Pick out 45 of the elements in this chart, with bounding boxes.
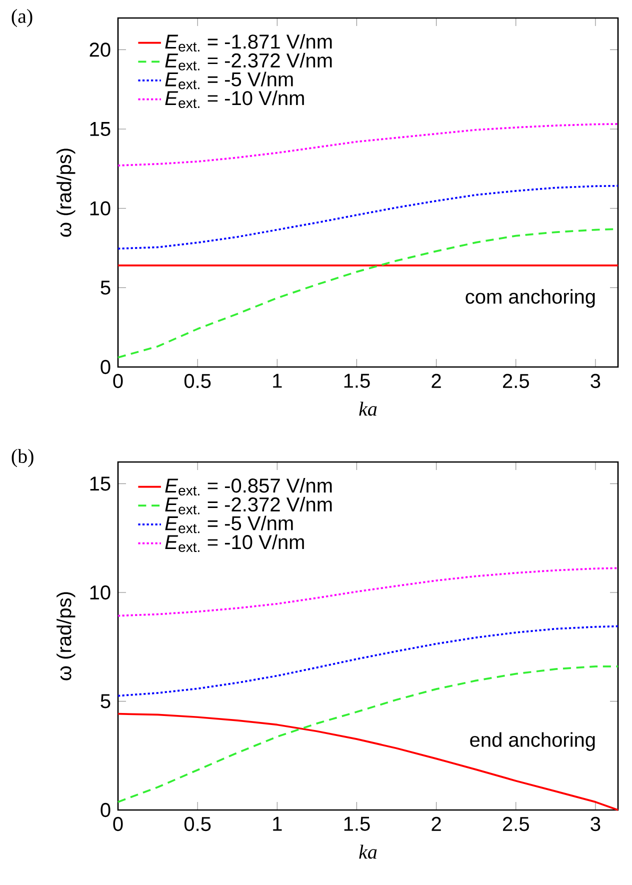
x-axis-title: ka xyxy=(359,402,377,416)
y-tick-label: 20 xyxy=(90,42,110,57)
x-tick-label: 2 xyxy=(432,816,441,831)
x-tick-label: 0.5 xyxy=(184,816,211,832)
x-tick-label: 3 xyxy=(590,374,600,388)
x-tick-label: 1.5 xyxy=(344,374,370,388)
x-tick-label: 0.5 xyxy=(184,374,211,388)
x-tick-label: 2.5 xyxy=(502,816,529,832)
line-series xyxy=(117,184,619,250)
y-axis-title: ω (rad/ps) xyxy=(56,148,76,237)
line-series xyxy=(117,625,619,697)
x-tick-label: 0 xyxy=(113,816,123,832)
x-tick-label: 3 xyxy=(590,816,600,832)
x-tick-label: 1.5 xyxy=(344,816,370,831)
x-axis-title: ka xyxy=(359,844,377,859)
y-tick-label: 10 xyxy=(90,585,110,600)
legend-label: E$_{ext.}$ = -2.372 V/nm xyxy=(165,496,332,514)
legend-label: E$_{ext.}$ = -5 V/nm xyxy=(165,516,293,534)
y-axis-title: ω (rad/ps) xyxy=(56,592,76,680)
legend-label: E$_{ext.}$ = -1.871 V/nm xyxy=(165,34,332,52)
legend-label: E$_{ext.}$ = -2.372 V/nm xyxy=(165,52,332,70)
x-tick-label: 1 xyxy=(273,816,282,831)
x-tick-label: 2.5 xyxy=(502,374,529,388)
y-tick-label: 0 xyxy=(100,360,110,374)
legend-label: E$_{ext.}$ = -10 V/nm xyxy=(165,90,304,108)
y-tick-label: 5 xyxy=(100,694,110,708)
legend-label: E$_{ext.}$ = -10 V/nm xyxy=(165,534,304,552)
x-tick-label: 0 xyxy=(113,374,123,388)
line-series xyxy=(117,712,619,811)
text: (a) xyxy=(12,8,32,28)
annotation: com anchoring xyxy=(466,289,595,308)
line-series xyxy=(117,123,619,166)
line-series xyxy=(117,567,619,617)
x-tick-label: 2 xyxy=(432,374,441,388)
y-tick-label: 15 xyxy=(90,476,110,491)
x-tick-label: 1 xyxy=(273,374,282,388)
annotation: end anchoring xyxy=(470,732,595,751)
y-tick-label: 15 xyxy=(90,122,110,136)
legend-label: E$_{ext.}$ = -0.857 V/nm xyxy=(165,478,332,496)
line-series xyxy=(117,666,619,803)
text: (b) xyxy=(12,448,34,468)
y-tick-label: 0 xyxy=(100,802,110,818)
y-tick-label: 5 xyxy=(100,280,110,295)
legend-label: E$_{ext.}$ = -5 V/nm xyxy=(165,72,293,90)
y-tick-label: 10 xyxy=(90,201,110,216)
